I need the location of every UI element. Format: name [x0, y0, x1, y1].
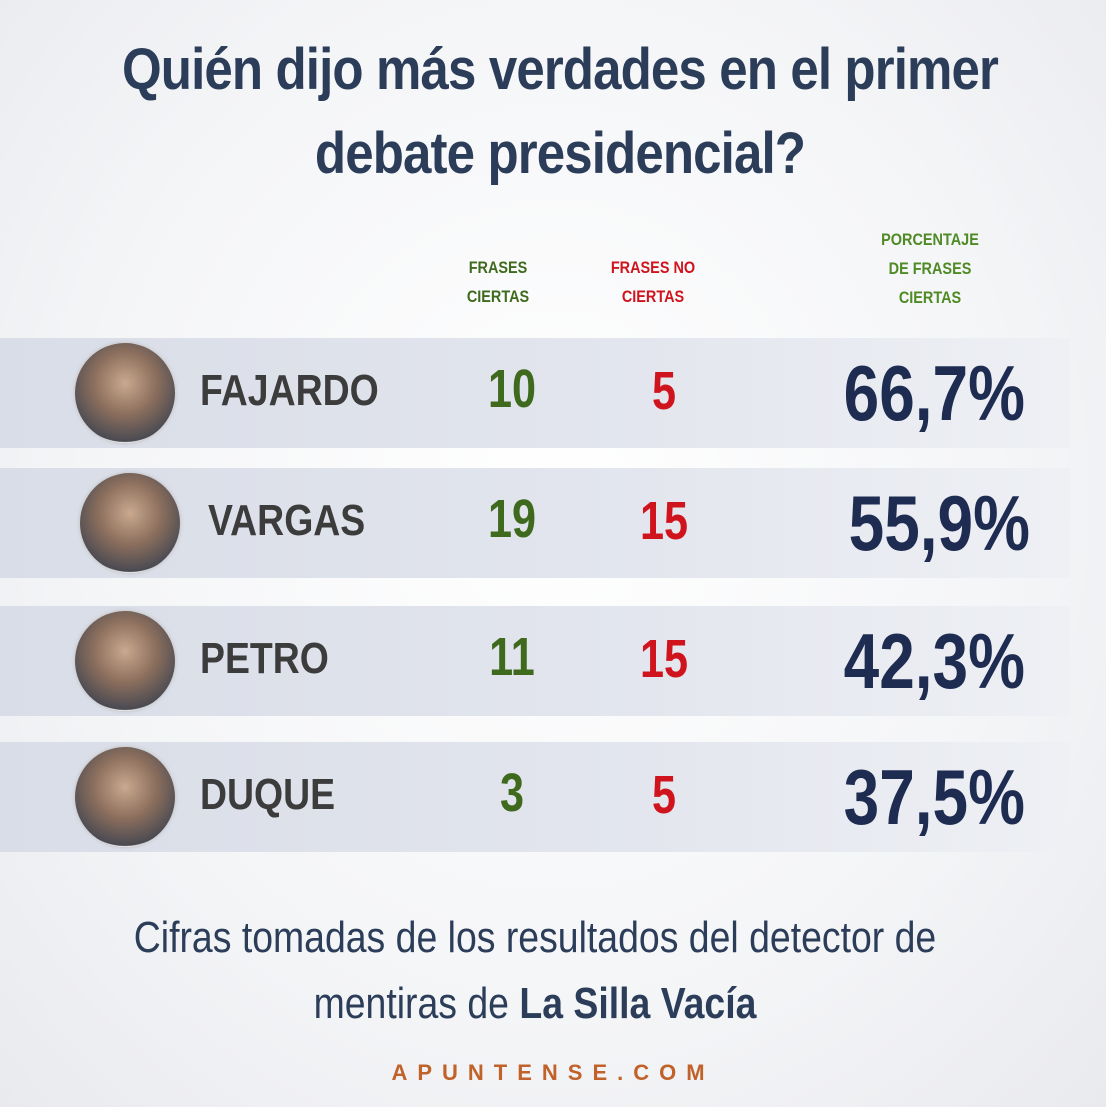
title: Quién dijo más verdades en el primer deb… — [121, 37, 999, 186]
candidate-name: PETRO — [200, 634, 329, 683]
footer-text: Cifras tomadas de los resultados del det… — [133, 913, 937, 1028]
false-count: 15 — [639, 629, 689, 689]
percent: 66,7% — [843, 349, 1025, 437]
row-band — [0, 742, 1070, 852]
candidate-name: VARGAS — [208, 496, 366, 545]
footer: Cifras tomadas de los resultados del det… — [131, 905, 939, 1037]
column-header: FRASES CIERTAS — [466, 258, 530, 306]
false-count: 5 — [651, 765, 677, 825]
row-band — [0, 338, 1070, 448]
candidate-photo — [80, 473, 180, 573]
candidate-name: DUQUE — [200, 770, 336, 819]
false-count: 15 — [639, 491, 689, 551]
footer-source: La Silla Vacía — [519, 979, 757, 1028]
true-count: 10 — [487, 359, 537, 419]
row-band — [0, 606, 1070, 716]
percent: 42,3% — [843, 617, 1025, 705]
true-count: 3 — [499, 763, 525, 823]
site: APUNTENSE.COM — [391, 1060, 715, 1085]
candidate-photo — [75, 611, 175, 711]
candidate-photo — [75, 747, 175, 847]
false-count: 5 — [651, 361, 677, 421]
percent: 55,9% — [848, 479, 1030, 567]
candidate-photo — [75, 343, 175, 443]
column-header: FRASES NO CIERTAS — [610, 258, 696, 306]
true-count: 11 — [489, 627, 535, 687]
true-count: 19 — [487, 489, 537, 549]
column-header: PORCENTAJE DE FRASES CIERTAS — [881, 230, 979, 307]
candidate-name: FAJARDO — [200, 366, 379, 415]
percent: 37,5% — [843, 753, 1025, 841]
